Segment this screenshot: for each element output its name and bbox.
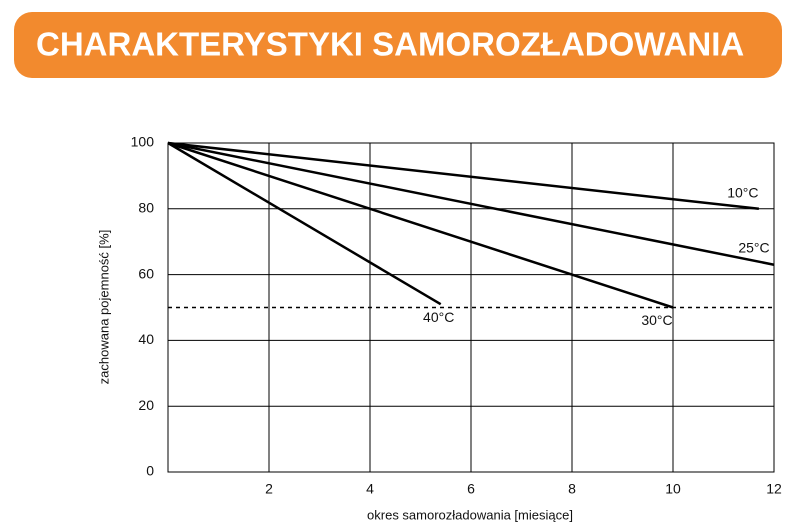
line-series [167, 141, 674, 309]
x-tick-label: 8 [568, 481, 576, 497]
y-tick-label: 100 [131, 134, 155, 150]
y-axis-label: zachowana pojemność [%] [96, 230, 111, 385]
line-series [167, 141, 442, 306]
x-tick-label: 2 [265, 481, 273, 497]
x-axis-label: okres samorozładowania [miesiące] [367, 507, 573, 522]
y-tick-label: 40 [138, 331, 154, 347]
series-label: 40°C [423, 309, 454, 325]
x-tick-label: 10 [665, 481, 681, 497]
y-tick-label: 0 [146, 463, 154, 479]
y-tick-label: 80 [138, 200, 154, 216]
y-tick-label: 20 [138, 397, 154, 413]
y-tick-label: 60 [138, 265, 154, 281]
series-label: 30°C [641, 312, 672, 328]
x-tick-label: 12 [766, 481, 782, 497]
series-label: 10°C [727, 185, 758, 201]
x-tick-label: 6 [467, 481, 475, 497]
chart-title: CHARAKTERYSTYKI SAMOROZŁADOWANIA [36, 26, 744, 63]
line-series [167, 141, 775, 266]
series-label: 25°C [738, 239, 769, 255]
header-banner [14, 12, 782, 78]
line-series [167, 141, 759, 211]
x-tick-label: 4 [366, 481, 374, 497]
